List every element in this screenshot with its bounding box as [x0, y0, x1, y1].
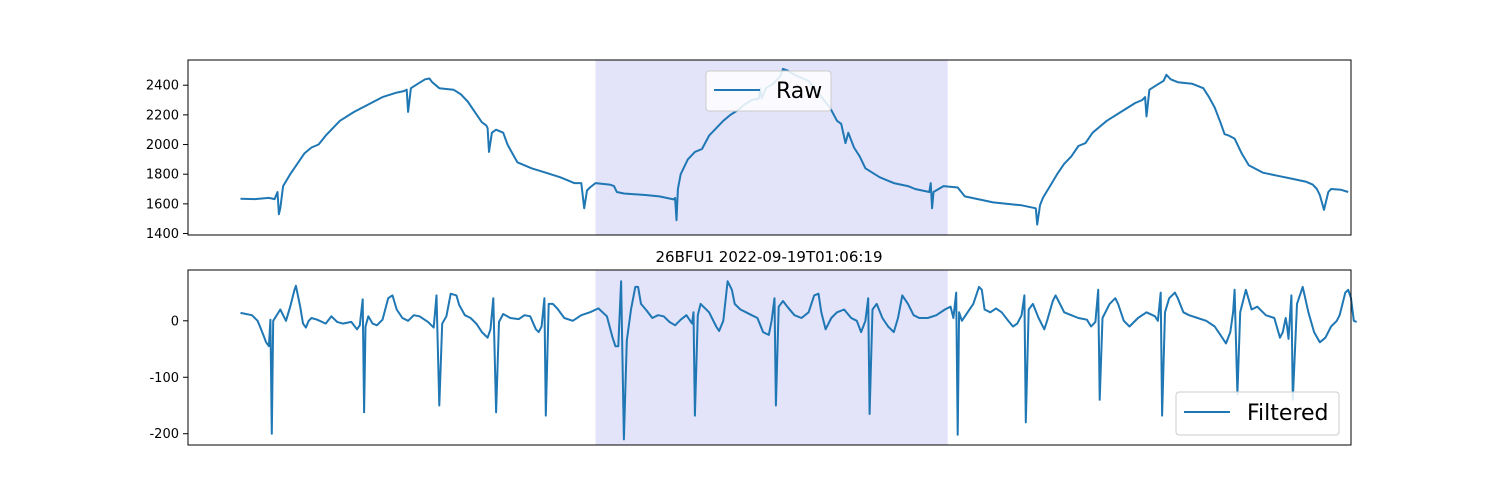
- raw-legend-label: Raw: [776, 79, 822, 104]
- filtered-series-line: [240, 280, 1358, 441]
- raw-legend: Raw: [705, 70, 832, 112]
- filtered-legend-label: Filtered: [1247, 401, 1329, 426]
- filtered-ytick-label: -200: [149, 427, 179, 442]
- filtered-highlight-span: [595, 270, 948, 445]
- raw-chart: 1400 1600 1800 2000 2200 2400 Raw: [146, 59, 1352, 242]
- filtered-plot-frame: [187, 269, 1352, 446]
- filtered-legend: Filtered: [1175, 391, 1340, 436]
- filtered-chart-title: 26BFU1 2022-09-19T01:06:19: [656, 248, 883, 266]
- raw-y-axis: 1400 1600 1800 2000 2200 2400: [146, 79, 188, 242]
- raw-ytick-label: 1600: [146, 197, 179, 212]
- filtered-y-axis: -200 -100 0: [149, 314, 188, 442]
- filtered-legend-box: [1175, 391, 1340, 436]
- raw-legend-box: [705, 70, 832, 112]
- raw-ytick-label: 2000: [146, 138, 179, 153]
- raw-ytick-label: 2200: [146, 108, 179, 123]
- raw-ytick-label: 1800: [146, 168, 179, 183]
- filtered-chart: 26BFU1 2022-09-19T01:06:19 -200 -100 0 Fil…: [149, 248, 1358, 446]
- raw-ytick-label: 2400: [146, 79, 179, 94]
- filtered-ytick-label: 0: [171, 314, 179, 329]
- raw-plot-frame: [187, 59, 1352, 236]
- raw-ytick-label: 1400: [146, 227, 179, 242]
- filtered-ytick-label: -100: [149, 371, 179, 386]
